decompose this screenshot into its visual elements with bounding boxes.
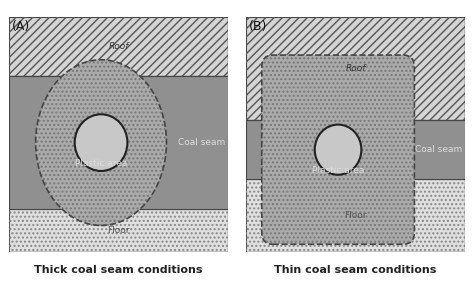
- Bar: [246, 179, 465, 252]
- Bar: [246, 17, 465, 120]
- Bar: [9, 76, 228, 209]
- Text: Thin coal seam conditions: Thin coal seam conditions: [274, 265, 437, 275]
- Text: Floor: Floor: [344, 211, 367, 220]
- Text: Coal seam: Coal seam: [415, 145, 462, 154]
- Text: Roof: Roof: [346, 64, 365, 73]
- Text: Coal seam: Coal seam: [178, 138, 225, 147]
- FancyBboxPatch shape: [262, 55, 414, 244]
- Bar: [9, 17, 228, 76]
- Text: (A): (A): [12, 19, 30, 33]
- Text: (B): (B): [249, 19, 267, 33]
- Bar: [9, 17, 228, 76]
- Text: Roof: Roof: [109, 42, 128, 51]
- Bar: [246, 120, 465, 179]
- Text: Plastic area: Plastic area: [75, 159, 127, 168]
- Text: Floor: Floor: [107, 226, 130, 235]
- Bar: [9, 209, 228, 252]
- Bar: [246, 179, 465, 252]
- Circle shape: [75, 114, 128, 171]
- Bar: [246, 17, 465, 120]
- Circle shape: [315, 125, 361, 175]
- Ellipse shape: [36, 60, 166, 225]
- Text: Plastic area: Plastic area: [312, 166, 364, 175]
- Bar: [9, 209, 228, 252]
- Text: Thick coal seam conditions: Thick coal seam conditions: [34, 265, 203, 275]
